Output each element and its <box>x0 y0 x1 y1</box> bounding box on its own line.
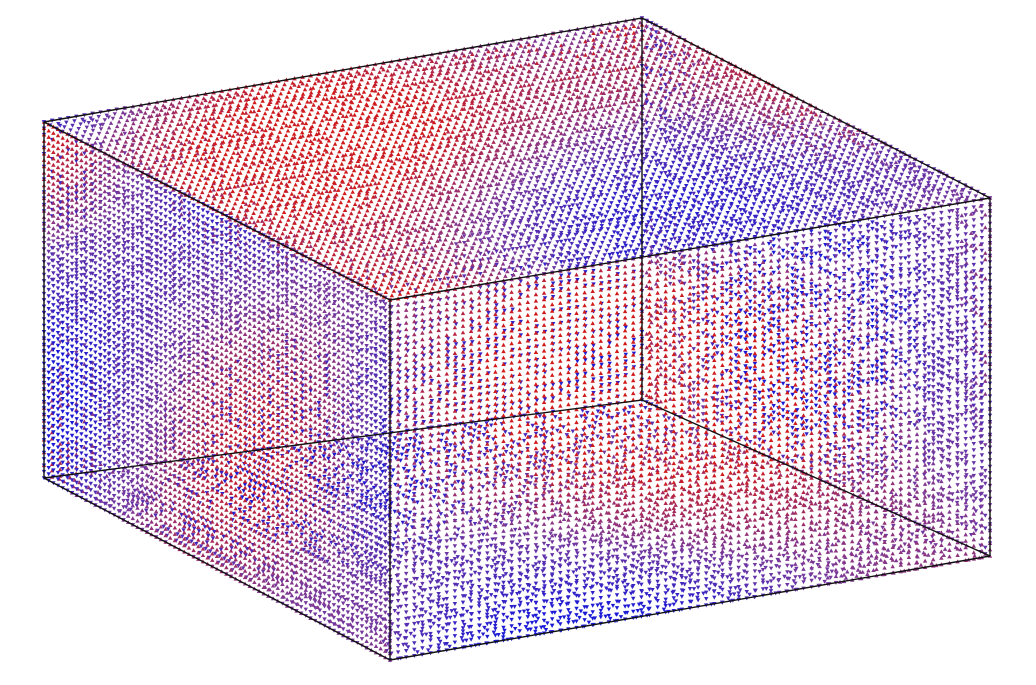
spin-lattice-viewport <box>0 0 1036 685</box>
spin-lattice-3d-render <box>0 0 1036 685</box>
